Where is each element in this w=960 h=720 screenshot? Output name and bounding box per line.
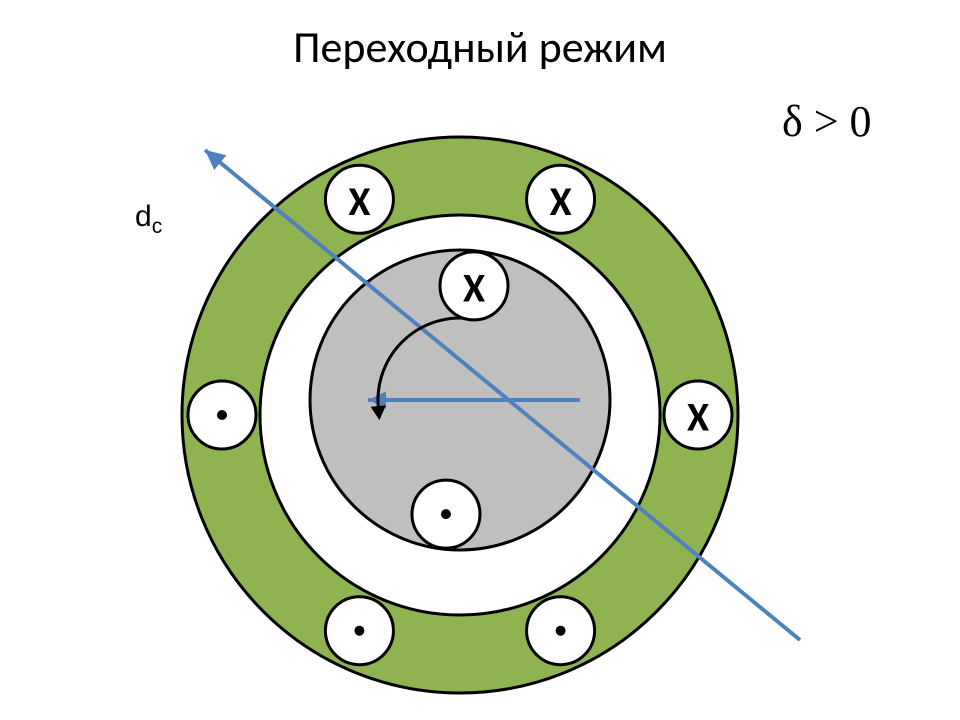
conductor-out-marker [325,597,393,665]
conductor-in-marker: X [664,381,732,449]
marker-x-label: X [348,177,370,226]
conductor-out-marker [527,597,595,665]
conductor-out-marker [188,381,256,449]
conductor-out-marker [412,480,480,548]
marker-x-label: X [687,393,709,442]
conductor-in-marker: X [527,165,595,233]
marker-dot [441,509,451,519]
marker-dot [354,626,364,636]
rotor-stator-diagram: X X X X [0,0,960,720]
marker-x-label: X [550,177,572,226]
conductor-in-marker: X [440,252,508,320]
conductor-in-marker: X [325,165,393,233]
marker-x-label: X [463,263,485,312]
marker-dot [556,626,566,636]
marker-dot [217,410,227,420]
